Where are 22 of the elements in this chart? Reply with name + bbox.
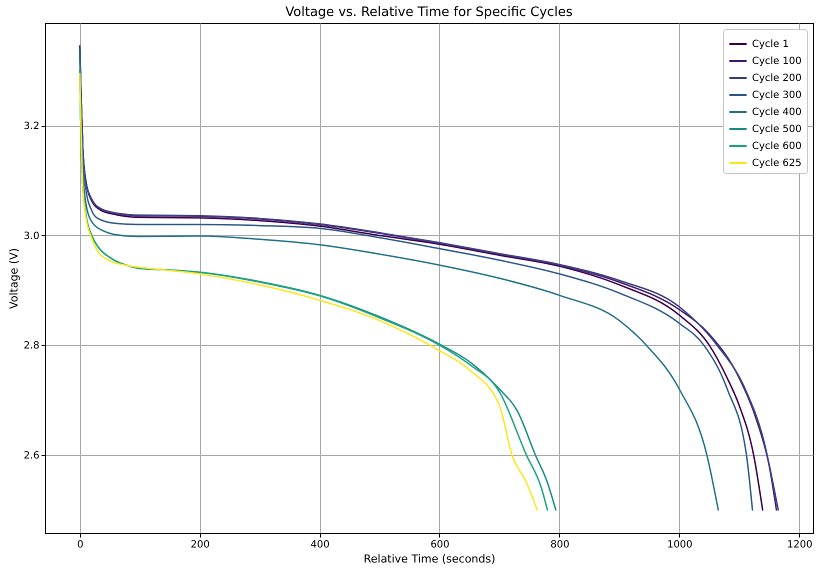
x-tick-label: 600 — [430, 540, 450, 550]
y-tick-label: 3.0 — [24, 230, 40, 242]
x-tick-label: 1000 — [667, 540, 693, 550]
chart-title: Voltage vs. Relative Time for Specific Cycles — [285, 5, 573, 20]
x-tick-label: 200 — [190, 540, 210, 550]
legend-label: Cycle 600 — [752, 141, 802, 152]
y-axis-title: Voltage (V) — [8, 248, 21, 309]
legend-label: Cycle 1 — [752, 39, 789, 50]
y-tick-label: 2.8 — [24, 340, 40, 352]
x-tick-label: 800 — [550, 540, 570, 550]
x-axis-title: Relative Time (seconds) — [364, 552, 496, 566]
legend-label: Cycle 625 — [752, 158, 802, 169]
x-tick-label: 0 — [77, 540, 84, 550]
legend-label: Cycle 300 — [752, 90, 802, 101]
legend-label: Cycle 500 — [752, 124, 802, 135]
legend-label: Cycle 200 — [752, 73, 802, 84]
legend-label: Cycle 100 — [752, 56, 802, 67]
y-tick-label: 3.2 — [24, 121, 40, 132]
y-tick-label: 2.6 — [24, 450, 40, 462]
x-tick-label: 400 — [310, 540, 330, 550]
legend-label: Cycle 400 — [752, 107, 802, 118]
x-tick-label: 1200 — [786, 540, 812, 550]
